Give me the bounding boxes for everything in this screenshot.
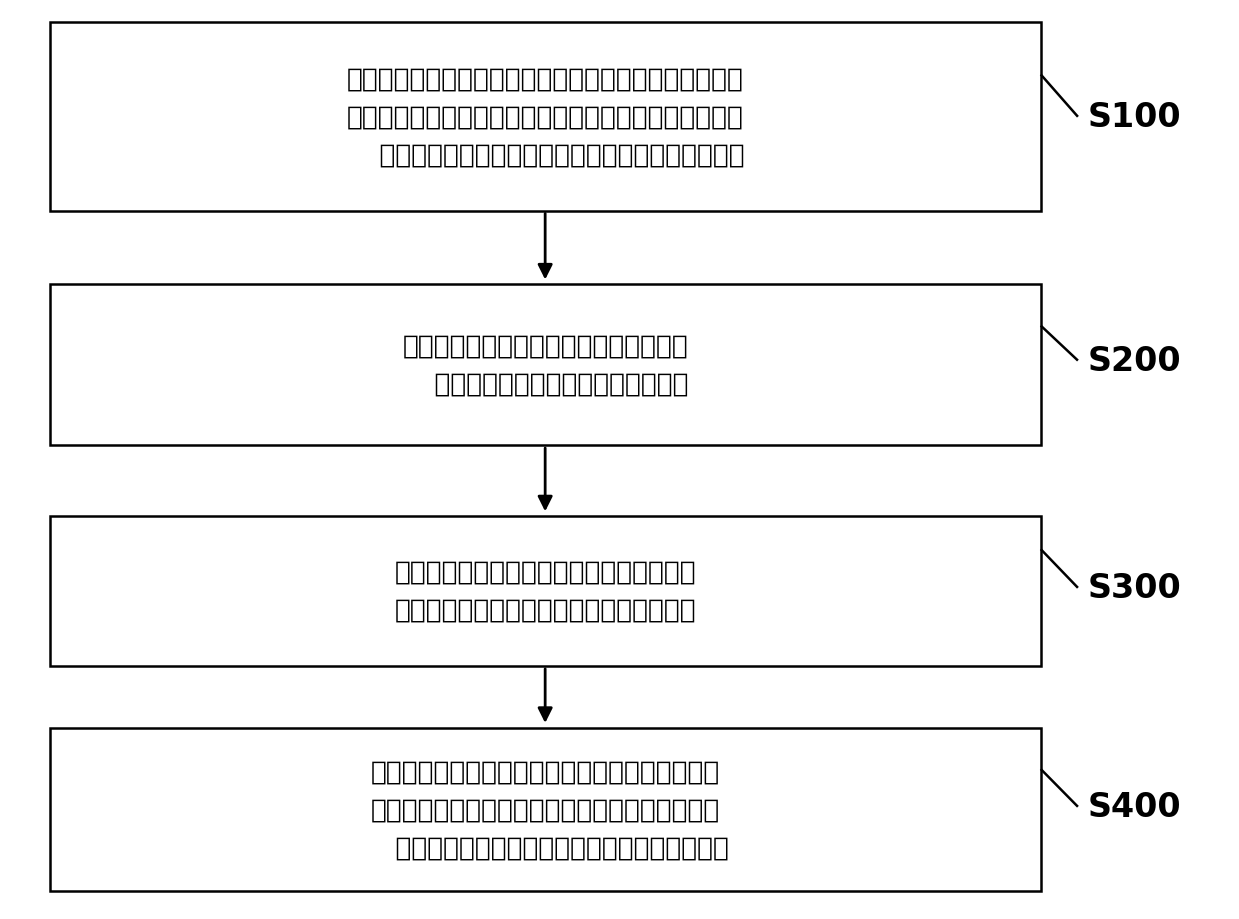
Text: S400: S400 (1088, 790, 1182, 823)
FancyBboxPatch shape (50, 516, 1041, 666)
Text: S100: S100 (1088, 101, 1182, 134)
Text: 对所述目标图像进行图像边缘检测，从而在
所述目标图像中识别出所述待测包裹的角点: 对所述目标图像进行图像边缘检测，从而在 所述目标图像中识别出所述待测包裹的角点 (394, 560, 696, 623)
FancyBboxPatch shape (50, 23, 1041, 211)
Text: S200: S200 (1088, 345, 1182, 378)
FancyBboxPatch shape (50, 285, 1041, 446)
Text: 根据所述平面标识物、预先获取的摄像头的内参矩
阵和所述角点，计算所述角点的世界坐标，从而根
    据所述角点的世界坐标得到所述待测包裹的体积: 根据所述平面标识物、预先获取的摄像头的内参矩 阵和所述角点，计算所述角点的世界坐… (362, 759, 729, 860)
Text: 对所述目标图像进行图像处理，从而在所
    述目标图像中识别出所述平面标识物: 对所述目标图像进行图像处理，从而在所 述目标图像中识别出所述平面标识物 (401, 334, 689, 397)
FancyBboxPatch shape (50, 728, 1041, 891)
Text: 通过移动终端的摄像头采集目标图像；所述目标图像包括
所述平面标识物、设有所述平面标识物的待测包裹的上表
    面、与所述上表面相邻的所述待测包裹的两个侧表面: 通过移动终端的摄像头采集目标图像；所述目标图像包括 所述平面标识物、设有所述平面… (346, 66, 745, 168)
Text: S300: S300 (1088, 572, 1182, 605)
